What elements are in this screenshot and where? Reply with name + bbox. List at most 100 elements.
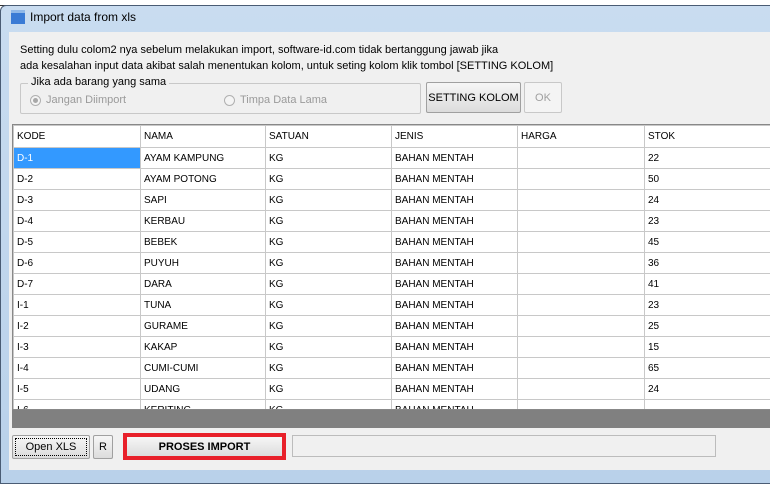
table-cell[interactable]: TUNA xyxy=(141,295,266,316)
table-cell[interactable]: BAHAN MENTAH xyxy=(392,211,518,232)
table-cell[interactable]: I-6 xyxy=(14,400,141,411)
table-cell[interactable]: 41 xyxy=(645,274,770,295)
table-cell[interactable]: KG xyxy=(266,232,392,253)
table-cell[interactable] xyxy=(518,274,645,295)
open-xls-button[interactable]: Open XLS xyxy=(12,435,90,459)
table-cell[interactable]: I-3 xyxy=(14,337,141,358)
table-cell[interactable]: BAHAN MENTAH xyxy=(392,169,518,190)
table-cell[interactable] xyxy=(518,232,645,253)
table-cell[interactable]: KG xyxy=(266,316,392,337)
table-cell[interactable]: 24 xyxy=(645,379,770,400)
radio-jangan-diimport[interactable]: Jangan Diimport xyxy=(30,94,126,106)
table-cell[interactable] xyxy=(518,337,645,358)
table-cell[interactable] xyxy=(518,148,645,169)
table-cell[interactable]: D-3 xyxy=(14,190,141,211)
column-header[interactable]: SATUAN xyxy=(266,126,392,148)
table-cell[interactable]: D-7 xyxy=(14,274,141,295)
table-cell[interactable] xyxy=(518,400,645,411)
table-cell[interactable]: D-5 xyxy=(14,232,141,253)
table-cell[interactable]: BAHAN MENTAH xyxy=(392,190,518,211)
table-cell[interactable]: 23 xyxy=(645,211,770,232)
table-cell[interactable] xyxy=(518,211,645,232)
table-cell[interactable]: I-2 xyxy=(14,316,141,337)
table-cell[interactable]: UDANG xyxy=(141,379,266,400)
table-cell[interactable]: KG xyxy=(266,190,392,211)
table-cell[interactable]: 24 xyxy=(645,190,770,211)
table-cell[interactable]: KG xyxy=(266,400,392,411)
table-cell[interactable]: DARA xyxy=(141,274,266,295)
table-cell[interactable]: BAHAN MENTAH xyxy=(392,232,518,253)
table-cell[interactable]: KG xyxy=(266,211,392,232)
table-cell[interactable]: KG xyxy=(266,253,392,274)
ok-button[interactable]: OK xyxy=(524,82,562,113)
table-cell[interactable]: KG xyxy=(266,148,392,169)
table-cell[interactable]: BAHAN MENTAH xyxy=(392,337,518,358)
table-cell[interactable]: BAHAN MENTAH xyxy=(392,379,518,400)
table-cell[interactable]: KG xyxy=(266,274,392,295)
table-cell[interactable]: 25 xyxy=(645,316,770,337)
table-cell[interactable] xyxy=(518,316,645,337)
table-cell[interactable]: KERITING xyxy=(141,400,266,411)
table-cell[interactable]: BAHAN MENTAH xyxy=(392,358,518,379)
table-cell[interactable]: BAHAN MENTAH xyxy=(392,274,518,295)
table-cell[interactable]: KAKAP xyxy=(141,337,266,358)
table-cell[interactable]: 36 xyxy=(645,253,770,274)
column-header[interactable]: NAMA xyxy=(141,126,266,148)
table-cell[interactable] xyxy=(518,190,645,211)
table-cell[interactable]: KG xyxy=(266,379,392,400)
table-cell[interactable]: BAHAN MENTAH xyxy=(392,400,518,411)
proses-import-button[interactable]: PROSES IMPORT xyxy=(123,433,286,460)
setting-kolom-button[interactable]: SETTING KOLOM xyxy=(426,82,521,113)
column-header[interactable]: JENIS xyxy=(392,126,518,148)
table-cell[interactable]: KG xyxy=(266,358,392,379)
table-cell[interactable]: SAPI xyxy=(141,190,266,211)
table-cell[interactable]: I-4 xyxy=(14,358,141,379)
table-cell[interactable]: AYAM POTONG xyxy=(141,169,266,190)
table-cell[interactable] xyxy=(518,358,645,379)
table-cell[interactable]: AYAM KAMPUNG xyxy=(141,148,266,169)
table-cell[interactable]: BAHAN MENTAH xyxy=(392,148,518,169)
radio-timpa-data-lama[interactable]: Timpa Data Lama xyxy=(224,94,327,106)
table-cell[interactable]: 23 xyxy=(645,295,770,316)
table-cell[interactable]: GURAME xyxy=(141,316,266,337)
column-header[interactable]: STOK xyxy=(645,126,770,148)
table-cell[interactable]: I-5 xyxy=(14,379,141,400)
table-cell[interactable] xyxy=(518,253,645,274)
r-button[interactable]: R xyxy=(93,435,113,459)
table-cell[interactable]: 45 xyxy=(645,232,770,253)
table-cell[interactable]: I-1 xyxy=(14,295,141,316)
table-cell[interactable] xyxy=(518,379,645,400)
table-cell[interactable] xyxy=(518,169,645,190)
table-cell[interactable]: 65 xyxy=(645,358,770,379)
table-cell[interactable]: 15 xyxy=(645,337,770,358)
table-cell[interactable]: 22 xyxy=(645,148,770,169)
table-cell[interactable]: KG xyxy=(266,169,392,190)
table-cell[interactable]: BAHAN MENTAH xyxy=(392,316,518,337)
table-cell[interactable]: BAHAN MENTAH xyxy=(392,295,518,316)
table-cell[interactable]: D-2 xyxy=(14,169,141,190)
table-cell[interactable] xyxy=(645,400,770,411)
table-cell[interactable]: D-6 xyxy=(14,253,141,274)
table-cell[interactable]: CUMI-CUMI xyxy=(141,358,266,379)
table-cell[interactable]: BAHAN MENTAH xyxy=(392,253,518,274)
table-cell[interactable] xyxy=(518,295,645,316)
table-cell[interactable]: KG xyxy=(266,337,392,358)
table-cell[interactable]: KERBAU xyxy=(141,211,266,232)
column-header[interactable]: KODE xyxy=(14,126,141,148)
table-cell[interactable]: PUYUH xyxy=(141,253,266,274)
column-header[interactable]: HARGA xyxy=(518,126,645,148)
table-cell[interactable]: BEBEK xyxy=(141,232,266,253)
